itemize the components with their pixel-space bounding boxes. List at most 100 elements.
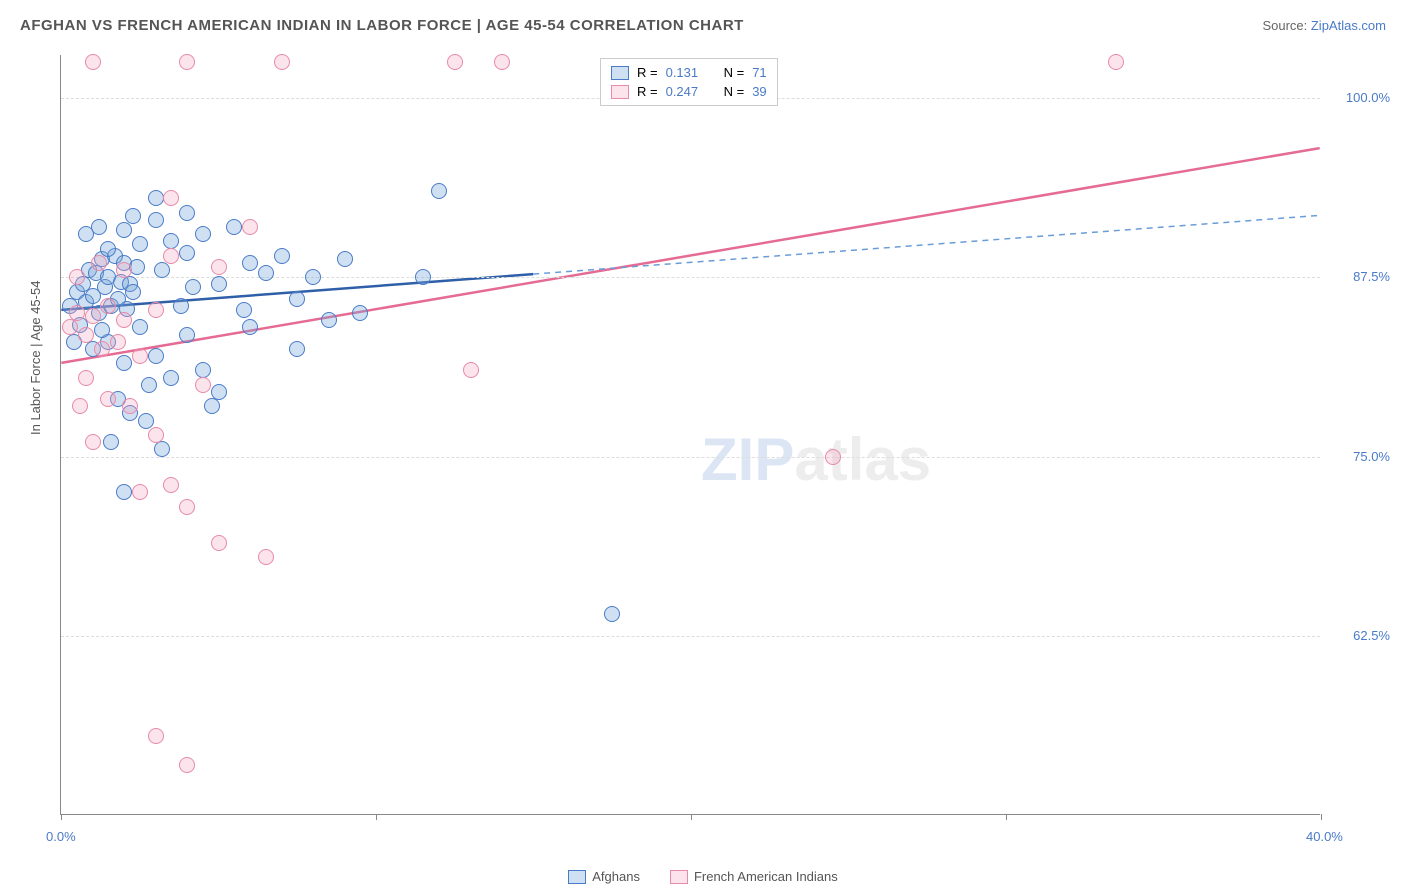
data-point (211, 535, 227, 551)
n-value-blue: 71 (752, 65, 766, 80)
source-link[interactable]: ZipAtlas.com (1311, 18, 1386, 33)
data-point (226, 219, 242, 235)
data-point (211, 276, 227, 292)
n-value-pink: 39 (752, 84, 766, 99)
correlation-legend: R = 0.131 N = 71 R = 0.247 N = 39 (600, 58, 778, 106)
chart-header: AFGHAN VS FRENCH AMERICAN INDIAN IN LABO… (20, 10, 1386, 40)
data-point (132, 319, 148, 335)
data-point (122, 398, 138, 414)
data-point (85, 434, 101, 450)
data-point (289, 341, 305, 357)
data-point (91, 219, 107, 235)
data-point (179, 757, 195, 773)
data-point (91, 255, 107, 271)
data-point (163, 190, 179, 206)
data-point (163, 248, 179, 264)
data-point (195, 377, 211, 393)
swatch-blue (611, 66, 629, 80)
data-point (69, 269, 85, 285)
data-point (179, 245, 195, 261)
data-point (116, 262, 132, 278)
r-value-blue: 0.131 (666, 65, 716, 80)
data-point (321, 312, 337, 328)
swatch-pink (611, 85, 629, 99)
data-point (148, 190, 164, 206)
data-point (185, 279, 201, 295)
data-point (352, 305, 368, 321)
legend-item-french: French American Indians (670, 869, 838, 884)
data-point (163, 370, 179, 386)
data-point (94, 322, 110, 338)
swatch-pink-icon (670, 870, 688, 884)
data-point (242, 219, 258, 235)
data-point (337, 251, 353, 267)
chart-title: AFGHAN VS FRENCH AMERICAN INDIAN IN LABO… (20, 17, 744, 34)
y-tick-label: 75.0% (1330, 449, 1390, 464)
data-point (447, 54, 463, 70)
data-point (179, 54, 195, 70)
data-point (154, 262, 170, 278)
data-point (125, 208, 141, 224)
data-point (138, 413, 154, 429)
data-point (78, 327, 94, 343)
data-point (173, 298, 189, 314)
data-point (163, 477, 179, 493)
data-point (94, 341, 110, 357)
data-point (100, 391, 116, 407)
legend-item-afghans: Afghans (568, 869, 640, 884)
data-point (415, 269, 431, 285)
data-point (141, 377, 157, 393)
trend-lines (61, 55, 1320, 814)
data-point (110, 334, 126, 350)
y-tick-label: 87.5% (1330, 269, 1390, 284)
data-point (274, 248, 290, 264)
data-point (211, 259, 227, 275)
data-point (69, 305, 85, 321)
data-point (116, 222, 132, 238)
data-point (258, 549, 274, 565)
data-point (148, 302, 164, 318)
data-point (132, 484, 148, 500)
data-point (78, 370, 94, 386)
series-legend: Afghans French American Indians (0, 869, 1406, 884)
data-point (132, 236, 148, 252)
data-point (242, 319, 258, 335)
legend-row-afghans: R = 0.131 N = 71 (611, 63, 767, 82)
data-point (431, 183, 447, 199)
x-tick-label: 0.0% (46, 829, 76, 844)
scatter-chart: ZIPatlas 62.5%75.0%87.5%100.0%0.0%40.0% (60, 55, 1320, 815)
data-point (179, 327, 195, 343)
data-point (116, 355, 132, 371)
data-point (154, 441, 170, 457)
y-tick-label: 62.5% (1330, 628, 1390, 643)
data-point (62, 319, 78, 335)
data-point (148, 427, 164, 443)
data-point (100, 298, 116, 314)
data-point (289, 291, 305, 307)
data-point (85, 54, 101, 70)
data-point (132, 348, 148, 364)
data-point (204, 398, 220, 414)
legend-row-french: R = 0.247 N = 39 (611, 82, 767, 101)
data-point (85, 308, 101, 324)
data-point (148, 728, 164, 744)
data-point (825, 449, 841, 465)
data-point (258, 265, 274, 281)
data-point (103, 434, 119, 450)
data-point (274, 54, 290, 70)
y-axis-label: In Labor Force | Age 45-54 (28, 281, 43, 435)
data-point (1108, 54, 1124, 70)
data-point (116, 484, 132, 500)
data-point (148, 348, 164, 364)
watermark: ZIPatlas (701, 425, 931, 494)
data-point (604, 606, 620, 622)
data-point (305, 269, 321, 285)
data-point (494, 54, 510, 70)
data-point (242, 255, 258, 271)
data-point (179, 205, 195, 221)
data-point (463, 362, 479, 378)
data-point (116, 312, 132, 328)
data-point (148, 212, 164, 228)
r-value-pink: 0.247 (666, 84, 716, 99)
x-tick-label: 40.0% (1306, 829, 1343, 844)
